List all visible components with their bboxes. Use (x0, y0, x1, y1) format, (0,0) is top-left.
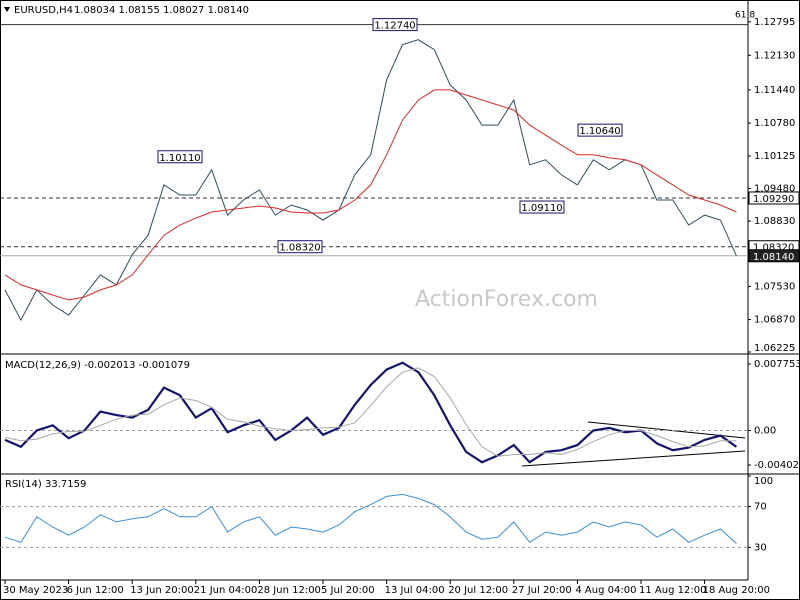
x-tick-label: 11 Aug 12:00 (639, 585, 706, 596)
x-tick-label: 27 Jul 20:00 (512, 585, 572, 596)
series-line (4, 89, 737, 301)
rsi-title: RSI(14) 33.7159 (5, 479, 86, 490)
y-tick-label: 1.12795 (754, 17, 795, 28)
x-tick-label: 6 Jun 12:00 (67, 585, 124, 596)
chart-subtitle: 1.08034 1.08155 1.08027 1.08140 (74, 5, 249, 16)
annotation-box (157, 150, 203, 164)
annotation-box (372, 18, 418, 32)
y-tick-label: 1.06225 (754, 343, 795, 354)
annotation-box (577, 123, 623, 137)
x-tick-label: 30 May 2023 (3, 585, 68, 596)
y-tick-label: 70 (754, 502, 767, 513)
y-tick-label: 1.09480 (754, 183, 795, 194)
y-tick-label: 1.10780 (754, 118, 795, 129)
x-tick-label: 4 Aug 04:00 (575, 585, 636, 596)
y-tick-label: 0.007753 (754, 359, 800, 370)
annotation-label: 1.10640 (579, 126, 620, 137)
y-tick-label: 1.08830 (754, 216, 795, 227)
annotation-box (277, 240, 323, 254)
annotation-label: 1.10110 (159, 153, 200, 164)
x-tick-label: 28 Jun 12:00 (257, 585, 321, 596)
annotation-box (519, 200, 565, 214)
watermark: ActionForex.com (415, 287, 598, 312)
x-tick-label: 18 Aug 20:00 (703, 585, 770, 596)
y-tick-label: -0.004027 (754, 460, 800, 471)
price-tag-label: 1.08140 (753, 252, 794, 263)
y-tick-label: 1.07530 (754, 281, 795, 292)
annotation-label: 1.12740 (374, 21, 415, 32)
price-tag-label: 1.09290 (753, 194, 794, 205)
fib-label: 61.8 (735, 11, 755, 21)
trend-line (521, 450, 746, 467)
x-tick-label: 13 Jul 04:00 (385, 585, 445, 596)
series-line (4, 493, 737, 544)
x-tick-label: 20 Jul 12:00 (448, 585, 508, 596)
series-line (4, 39, 737, 322)
y-tick-label: 1.06870 (754, 315, 795, 326)
x-tick-label: 5 Jul 20:00 (321, 585, 375, 596)
price-tag-label: 1.08320 (753, 243, 794, 254)
price-tag (748, 249, 800, 263)
x-tick-label: 13 Jun 20:00 (130, 585, 194, 596)
y-tick-label: 100 (754, 476, 773, 487)
menu-icon (4, 7, 10, 12)
annotation-label: 1.08320 (279, 243, 320, 254)
y-tick-label: 0.00 (754, 425, 776, 436)
y-tick-label: 30 (754, 542, 767, 553)
y-tick-label: 1.12130 (754, 50, 795, 61)
y-tick-label: 1.10125 (754, 151, 795, 162)
annotation-label: 1.09110 (521, 203, 562, 214)
x-tick-label: 21 Jun 04:00 (194, 585, 258, 596)
price-tag (748, 191, 800, 205)
series-line (4, 367, 737, 457)
y-tick-label: 1.11440 (754, 85, 795, 96)
macd-title: MACD(12,26,9) -0.002013 -0.001079 (5, 360, 190, 371)
chart-title: EURUSD,H4 (14, 5, 73, 16)
